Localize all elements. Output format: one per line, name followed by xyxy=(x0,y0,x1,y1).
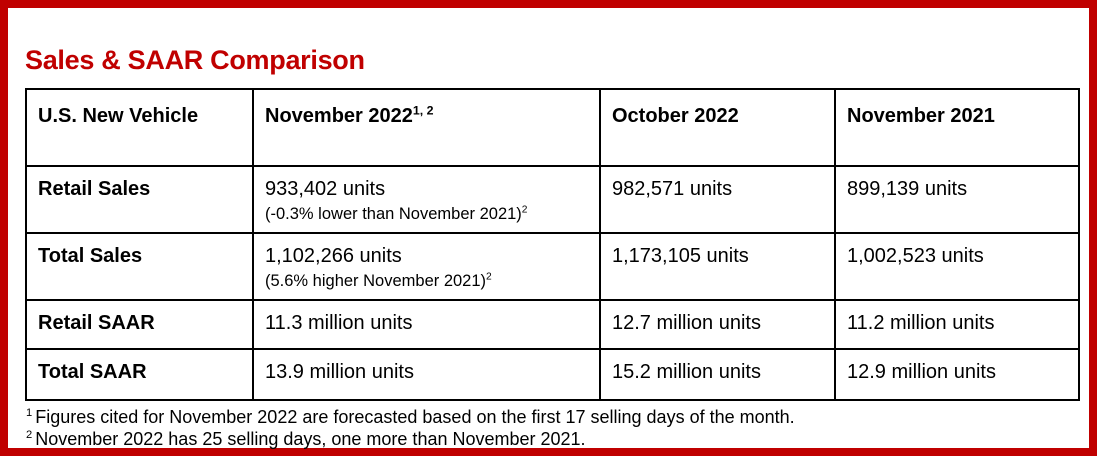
cell-value: 933,402 units xyxy=(265,178,386,200)
column-header-november-2022-label: November 2022 xyxy=(265,105,413,127)
table-row-retail-sales: Retail Sales 933,402 units (-0.3% lower … xyxy=(25,165,1080,234)
table-row-total-saar: Total SAAR 13.9 million units 15.2 milli… xyxy=(25,348,1080,401)
cell-note: (-0.3% lower than November 2021)2 xyxy=(265,202,589,226)
row-label-total-sales: Total Sales xyxy=(25,232,254,301)
footnote-ref-marker: 2 xyxy=(486,271,492,283)
table-row-retail-saar: Retail SAAR 11.3 million units 12.7 mill… xyxy=(25,299,1080,350)
cell-retail-sales-nov2022: 933,402 units (-0.3% lower than November… xyxy=(252,165,601,234)
footnote-ref-marker: 2 xyxy=(521,204,528,216)
cell-retail-sales-nov2021: 899,139 units xyxy=(834,165,1080,234)
cell-total-sales-nov2021: 1,002,523 units xyxy=(834,232,1080,301)
footnote-1: 1 Figures cited for November 2022 are for… xyxy=(26,406,1089,428)
footnote-1-text: Figures cited for November 2022 are fore… xyxy=(35,407,795,427)
column-header-october-2022: October 2022 xyxy=(599,88,836,167)
cell-total-saar-nov2022: 13.9 million units xyxy=(252,348,601,401)
cell-retail-saar-oct2022: 12.7 million units xyxy=(599,299,836,350)
row-label-retail-sales: Retail Sales xyxy=(25,165,254,234)
cell-value: 1,102,266 units xyxy=(265,245,402,267)
cell-total-sales-nov2022: 1,102,266 units (5.6% higher November 20… xyxy=(252,232,601,301)
footnotes-section: 1 Figures cited for November 2022 are for… xyxy=(26,406,1089,450)
row-label-retail-saar: Retail SAAR xyxy=(25,299,254,350)
column-header-november-2022: November 20221, 2 xyxy=(252,88,601,167)
footnote-2: 2 November 2022 has 25 selling days, one … xyxy=(26,428,1089,450)
page-title: Sales & SAAR Comparison xyxy=(25,45,365,75)
footnote-2-marker: 2 xyxy=(26,429,33,441)
cell-retail-saar-nov2021: 11.2 million units xyxy=(834,299,1080,350)
cell-total-sales-oct2022: 1,173,105 units xyxy=(599,232,836,301)
cell-total-saar-nov2021: 12.9 million units xyxy=(834,348,1080,401)
column-header-november-2021: November 2021 xyxy=(834,88,1080,167)
cell-note-text: (-0.3% lower than November 2021) xyxy=(265,205,522,223)
cell-total-saar-oct2022: 15.2 million units xyxy=(599,348,836,401)
cell-note: (5.6% higher November 2021)2 xyxy=(265,269,589,293)
sales-saar-comparison-table: U.S. New Vehicle November 20221, 2 Octob… xyxy=(25,88,1080,401)
footnote-1-marker: 1 xyxy=(26,407,33,419)
cell-retail-saar-nov2022: 11.3 million units xyxy=(252,299,601,350)
column-header-us-new-vehicle: U.S. New Vehicle xyxy=(25,88,254,167)
cell-note-text: (5.6% higher November 2021) xyxy=(265,272,487,290)
row-label-total-saar: Total SAAR xyxy=(25,348,254,401)
table-row-total-sales: Total Sales 1,102,266 units (5.6% higher… xyxy=(25,232,1080,301)
table-header-row: U.S. New Vehicle November 20221, 2 Octob… xyxy=(25,88,1080,167)
cell-retail-sales-oct2022: 982,571 units xyxy=(599,165,836,234)
footnote-2-text: November 2022 has 25 selling days, one m… xyxy=(35,429,586,449)
footnote-ref-marker: 1, 2 xyxy=(412,103,434,118)
